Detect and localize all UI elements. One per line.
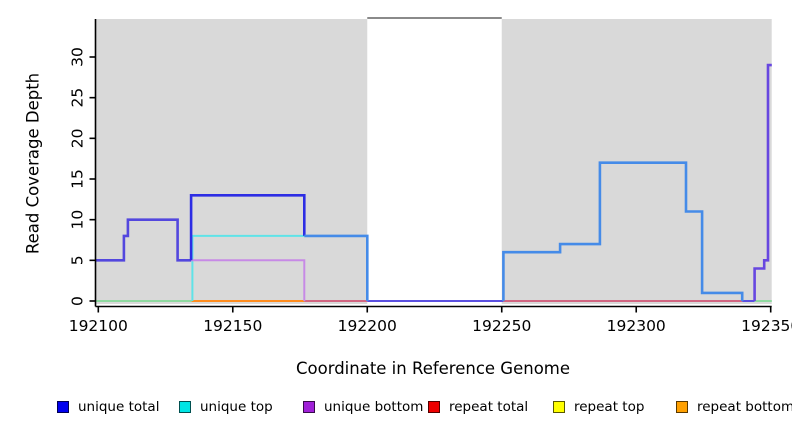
x-axis-title: Coordinate in Reference Genome	[295, 359, 571, 378]
legend-swatch-icon	[303, 401, 315, 413]
legend-label: repeat bottom	[697, 399, 792, 415]
y-tick-label: 25	[69, 88, 87, 108]
legend-item-unique-bottom: unique bottom	[303, 398, 423, 416]
series-unique-bottom-violet	[191, 259, 306, 301]
series-unique-left-slate	[95, 218, 192, 262]
y-tick-label: 0	[69, 296, 87, 306]
x-tick-label: 192150	[203, 317, 262, 335]
legend-label: repeat total	[449, 399, 529, 415]
x-tick-label: 192200	[338, 317, 397, 335]
legend-item-repeat-bottom: repeat bottom	[676, 398, 792, 416]
legend-item-unique-top: unique top	[179, 398, 273, 416]
legend-item-repeat-top: repeat top	[553, 398, 644, 416]
legend-label: unique bottom	[324, 399, 424, 415]
plot-background-left	[96, 19, 368, 304]
y-tick-label: 5	[69, 255, 87, 265]
series-unique-total-dodger-right	[502, 161, 744, 301]
legend-swatch-icon	[676, 401, 688, 413]
legend-swatch-icon	[57, 401, 69, 413]
y-tick-label: 30	[69, 47, 87, 67]
legend-label: repeat top	[574, 399, 645, 415]
legend-label: unique top	[200, 399, 273, 415]
y-tick-label: 15	[69, 169, 87, 189]
y-tick-label: 20	[69, 128, 87, 148]
series-unique-purple-spike	[753, 63, 772, 301]
legend-swatch-icon	[553, 401, 565, 413]
legend-label: unique total	[78, 399, 160, 415]
legend-item-repeat-total: repeat total	[428, 398, 528, 416]
legend-swatch-icon	[428, 401, 440, 413]
legend: unique total unique top unique bottom repea…	[0, 398, 792, 418]
legend-item-unique-total: unique total	[57, 398, 159, 416]
series-unique-total-dodger-left	[304, 234, 369, 301]
legend-swatch-icon	[179, 401, 191, 413]
y-tick-label: 10	[69, 210, 87, 230]
x-tick-label: 192300	[607, 317, 666, 335]
y-axis-title: Read Coverage Depth	[23, 72, 43, 255]
x-tick-label: 192100	[69, 317, 128, 335]
x-tick-label: 192250	[472, 317, 531, 335]
series-unique-total-dark	[189, 194, 306, 261]
